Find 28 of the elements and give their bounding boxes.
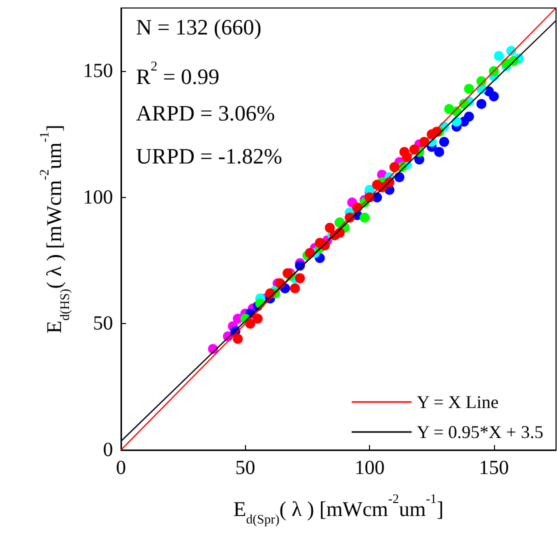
point	[464, 84, 474, 94]
point	[444, 104, 454, 114]
legend-label: Y = 0.95*X + 3.5	[416, 422, 544, 442]
point	[434, 146, 444, 157]
y-tick-label: 150	[83, 60, 113, 82]
point	[294, 273, 305, 284]
point	[232, 334, 243, 344]
legend-label: Y = X Line	[416, 392, 499, 412]
point	[389, 162, 400, 172]
annotation: ARPD = 3.06%	[136, 100, 275, 126]
point	[439, 136, 450, 147]
point	[360, 212, 370, 223]
point	[282, 268, 293, 278]
point	[252, 314, 263, 324]
point	[324, 222, 335, 233]
x-tick-label: 100	[354, 457, 385, 479]
y-axis-title: Ed(HS)( λ ) [mWcm-2um-1]	[36, 124, 72, 334]
y-tick-label: 0	[103, 439, 113, 461]
x-tick-label: 50	[235, 457, 256, 479]
point	[290, 283, 300, 294]
annotation: URPD = -1.82%	[136, 144, 282, 168]
y-tick-label: 100	[83, 186, 113, 208]
point	[476, 98, 486, 109]
y-tick-label: 50	[93, 312, 113, 335]
point	[399, 146, 410, 157]
annotation: N = 132 (660)	[136, 14, 262, 40]
point	[494, 50, 504, 61]
x-tick-label: 150	[478, 457, 509, 479]
